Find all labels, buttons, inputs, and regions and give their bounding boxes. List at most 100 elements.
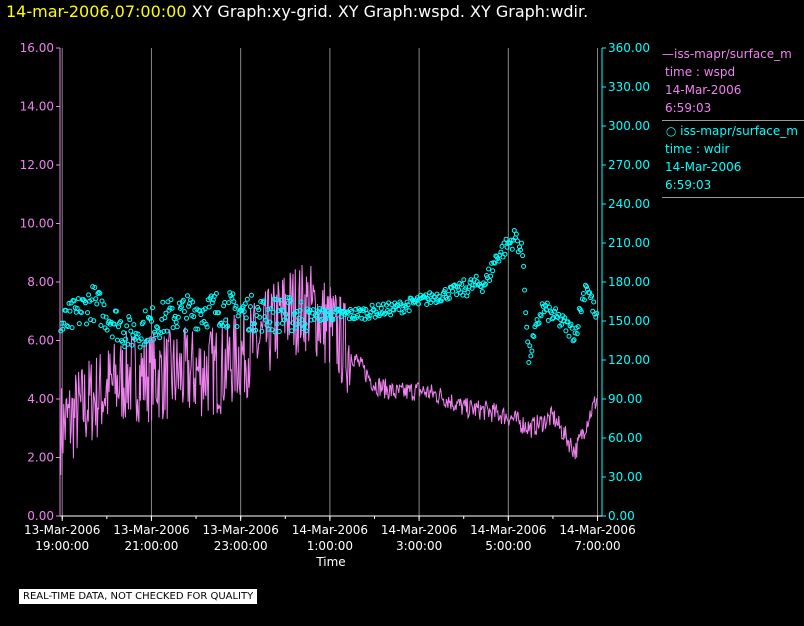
wdir-point bbox=[552, 308, 557, 314]
wdir-point bbox=[175, 314, 181, 320]
wdir-point bbox=[172, 313, 178, 319]
wdir-point bbox=[225, 323, 231, 329]
wdir-point bbox=[584, 284, 589, 290]
wdir-point bbox=[190, 299, 196, 305]
wdir-point bbox=[574, 331, 580, 337]
wdir-point bbox=[473, 273, 479, 279]
wdir-point bbox=[274, 321, 280, 327]
wdir-point bbox=[488, 273, 494, 279]
wdir-point bbox=[135, 331, 141, 337]
wdir-point bbox=[83, 300, 88, 306]
wdir-point bbox=[233, 303, 239, 309]
wdir-point bbox=[153, 332, 159, 338]
wdir-point bbox=[167, 305, 173, 311]
wdir-point bbox=[301, 324, 307, 329]
y-right-tick-label: 270.00 bbox=[608, 158, 650, 172]
wdir-point bbox=[98, 323, 104, 328]
x-tick-label: 1:00:00 bbox=[307, 539, 353, 553]
wdir-point bbox=[525, 339, 531, 345]
wdir-point bbox=[327, 310, 333, 316]
wdir-point bbox=[259, 328, 265, 334]
wdir-point bbox=[348, 309, 354, 314]
wdir-point bbox=[161, 329, 167, 334]
wdir-point bbox=[202, 306, 208, 312]
wdir-point bbox=[303, 328, 309, 334]
wdir-point bbox=[375, 302, 381, 308]
wdir-point bbox=[78, 310, 84, 315]
wdir-point bbox=[149, 318, 154, 324]
quality-disclaimer: REAL-TIME DATA, NOT CHECKED FOR QUALITY bbox=[19, 589, 258, 604]
wdir-point bbox=[439, 296, 445, 302]
wdir-point bbox=[128, 328, 134, 334]
wdir-point bbox=[295, 321, 301, 327]
wdir-point bbox=[346, 316, 352, 322]
wdir-point bbox=[455, 284, 461, 290]
wdir-point bbox=[454, 292, 460, 298]
wdir-point bbox=[294, 309, 300, 314]
wspd-series bbox=[60, 264, 598, 476]
wdir-point bbox=[511, 228, 517, 233]
wdir-point bbox=[151, 336, 156, 342]
title-datetime: 14-mar-2006,07:00:00 bbox=[6, 2, 187, 21]
wdir-point bbox=[276, 329, 282, 334]
wdir-point bbox=[142, 308, 148, 314]
wdir-point bbox=[297, 308, 303, 313]
wdir-point bbox=[278, 307, 284, 313]
wdir-point bbox=[450, 288, 455, 294]
wdir-point bbox=[318, 318, 323, 323]
y-right-tick-label: 240.00 bbox=[608, 197, 650, 211]
wdir-point bbox=[144, 337, 150, 343]
wdir-point bbox=[321, 307, 327, 313]
x-tick-label: 13-Mar-2006 bbox=[24, 523, 100, 537]
wdir-point bbox=[293, 325, 299, 331]
wdir-point bbox=[387, 309, 393, 315]
wdir-point bbox=[481, 282, 487, 288]
wdir-point bbox=[468, 277, 474, 283]
wdir-point bbox=[122, 344, 128, 350]
wdir-point bbox=[171, 316, 177, 322]
wdir-point bbox=[580, 291, 586, 296]
x-tick-label: 14-Mar-2006 bbox=[559, 523, 635, 537]
wdir-point bbox=[545, 318, 551, 323]
wdir-point bbox=[235, 313, 241, 319]
wdir-point bbox=[244, 296, 250, 302]
wdir-point bbox=[520, 253, 526, 259]
wdir-point bbox=[65, 324, 71, 330]
wdir-point bbox=[565, 319, 571, 325]
legend-time: 6:59:03 bbox=[665, 178, 712, 192]
wdir-point bbox=[118, 319, 123, 325]
wdir-point bbox=[467, 279, 473, 285]
wdir-point bbox=[168, 297, 174, 303]
wdir-point bbox=[74, 305, 80, 311]
wdir-point bbox=[521, 263, 527, 269]
wdir-point bbox=[195, 326, 201, 332]
wdir-point bbox=[486, 266, 492, 272]
wdir-point bbox=[391, 307, 397, 313]
wdir-point bbox=[224, 324, 230, 330]
wdir-point bbox=[302, 321, 308, 327]
wdir-point bbox=[264, 322, 270, 328]
wdir-point bbox=[522, 287, 528, 293]
x-tick-label: 13-Mar-2006 bbox=[202, 523, 278, 537]
wdir-point bbox=[84, 321, 89, 327]
wdir-point bbox=[367, 313, 373, 318]
wdir-point bbox=[571, 337, 577, 343]
wdir-point bbox=[170, 325, 176, 331]
wdir-point bbox=[461, 277, 467, 283]
wdir-point bbox=[61, 320, 67, 326]
wdir-point bbox=[465, 289, 471, 295]
wdir-point bbox=[550, 316, 555, 322]
wdir-point bbox=[396, 307, 402, 312]
wdir-point bbox=[507, 240, 513, 246]
wdir-point bbox=[85, 310, 90, 316]
y-left-tick-label: 4.00 bbox=[27, 392, 54, 406]
wdir-point bbox=[198, 312, 204, 318]
wdir-point bbox=[404, 299, 410, 305]
y-left-tick-label: 16.00 bbox=[20, 41, 54, 55]
legend-entry-wspd: —iss-mapr/surface_m time : wspd 14-Mar-2… bbox=[662, 44, 804, 121]
wdir-point bbox=[501, 240, 507, 246]
wdir-point bbox=[559, 322, 565, 327]
wdir-point bbox=[509, 246, 515, 252]
y-right-tick-label: 0.00 bbox=[608, 509, 635, 523]
wdir-point bbox=[463, 285, 469, 291]
